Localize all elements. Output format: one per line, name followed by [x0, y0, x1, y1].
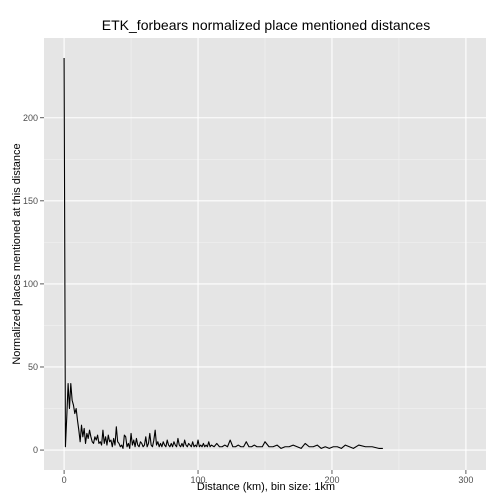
- y-axis-label: Normalized places mentioned at this dist…: [11, 143, 23, 364]
- x-tick-label: 0: [62, 475, 67, 485]
- y-tick-label: 0: [33, 445, 38, 455]
- x-tick-label: 300: [458, 475, 473, 485]
- chart-title: ETK_forbears normalized place mentioned …: [102, 17, 430, 33]
- axis-ticks: [40, 117, 467, 474]
- x-tick-label: 100: [191, 475, 206, 485]
- series-line: [63, 57, 383, 449]
- tick-labels: 0 100 200 300 0 50 100 150 200: [23, 113, 473, 485]
- y-tick-label: 150: [23, 196, 38, 206]
- x-tick-label: 200: [324, 475, 339, 485]
- y-tick-label: 200: [23, 113, 38, 123]
- y-tick-label: 100: [23, 279, 38, 289]
- y-tick-label: 50: [28, 362, 38, 372]
- x-axis-label: Distance (km), bin size: 1km: [197, 481, 335, 493]
